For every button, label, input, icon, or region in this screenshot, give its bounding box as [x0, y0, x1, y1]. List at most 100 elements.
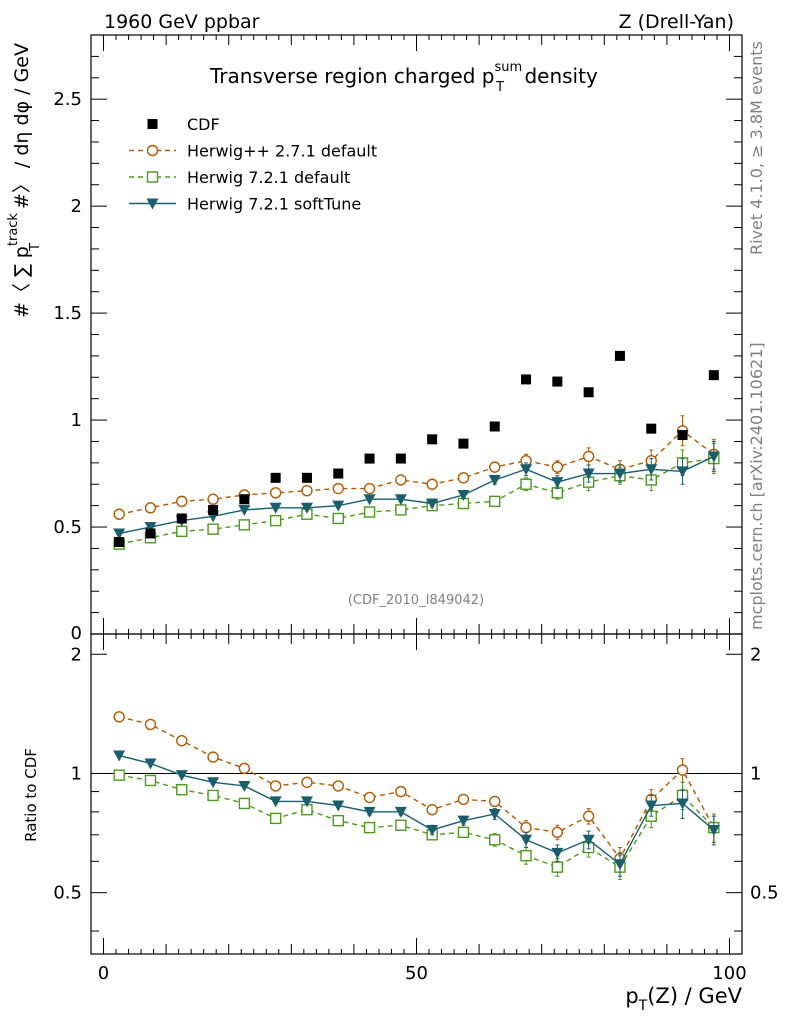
title-subscript: T [495, 80, 504, 95]
ratio-herwig-7-2-1-default-point [395, 819, 407, 831]
ratio-herwig-2-7-1-default-point [113, 711, 125, 723]
ratio-y-tick-label-right: 2 [750, 644, 761, 665]
ratio-herwig-7-2-1-default-point [144, 774, 157, 787]
ratio-herwig-7-2-1-softtune-point [426, 824, 439, 836]
herwig-7-2-1-softtune-point [488, 474, 501, 486]
ratio-herwig-7-2-1-softtune-point [332, 800, 345, 812]
ratio-herwig-7-2-1-softtune-point [676, 798, 689, 810]
cdf-point [521, 374, 532, 385]
ratio-herwig-7-2-1-softtune-point [363, 806, 376, 818]
ratio-herwig-2-7-1-default-point [207, 751, 219, 763]
ratio-herwig-2-7-1-default-point [176, 734, 188, 747]
energy-label: 1960 GeV ppbar [104, 11, 260, 33]
herwig-7-2-1-softtune-point [457, 489, 470, 501]
herwig-2-7-1-default-point [426, 478, 438, 490]
xlabel-main: p [625, 984, 638, 1008]
cdf-point [614, 350, 625, 361]
ratio-herwig-7-2-1-softtune-point [707, 824, 720, 836]
legend-marker-herwig-7-2-1-default [146, 171, 159, 183]
ratio-herwig-7-2-1-softtune-point [394, 806, 407, 818]
ratio-herwig-7-2-1-softtune-point [175, 770, 188, 782]
herwig-7-2-1-softtune-point [707, 451, 720, 463]
herwig-7-2-1-default-point [238, 519, 251, 531]
ratio-herwig-7-2-1-default-point [551, 861, 564, 873]
herwig-7-2-1-softtune-point [144, 522, 157, 534]
title-main: Transverse region charged p [209, 64, 494, 88]
ratio-herwig-7-2-1-softtune-point [488, 808, 501, 820]
herwig-2-7-1-default-point [207, 493, 219, 505]
herwig-7-2-1-softtune-line [119, 455, 715, 535]
herwig-7-2-1-default-point [489, 495, 501, 508]
ratio-herwig-7-2-1-softtune-point [551, 847, 564, 859]
ratio-herwig-2-7-1-default-point [395, 785, 407, 798]
legend-marker-herwig-7-2-1-softtune [146, 198, 159, 210]
cdf-point [176, 513, 187, 524]
herwig-7-2-1-default-point [269, 514, 282, 527]
herwig-2-7-1-default-point [363, 482, 376, 495]
cdf-point [270, 472, 281, 483]
cdf-point [677, 430, 688, 441]
cdf-point [552, 376, 563, 387]
herwig-2-7-1-default-point [113, 508, 125, 520]
legend-label-herwig-7-2-1-default: Herwig 7.2.1 default [187, 168, 350, 187]
ratio-herwig-2-7-1-default-line [119, 716, 715, 860]
ratio-herwig-2-7-1-default-point [582, 810, 595, 822]
cdf-point [114, 537, 125, 548]
ratio-herwig-7-2-1-softtune-point [300, 796, 313, 808]
herwig-2-7-1-default-point [301, 484, 313, 497]
ratio-herwig-7-2-1-default-point [332, 814, 344, 827]
ratio-herwig-2-7-1-default-point [426, 803, 438, 816]
herwig-7-2-1-default-point [551, 487, 564, 499]
legend-label-herwig-7-2-1-softtune: Herwig 7.2.1 softTune [187, 195, 361, 214]
ratio-herwig-2-7-1-default-point [489, 795, 501, 808]
herwig-7-2-1-default-point [332, 512, 344, 525]
ratio-herwig-7-2-1-softtune-point [207, 777, 220, 789]
ratio-herwig-7-2-1-softtune-point [520, 834, 533, 846]
ratio-herwig-7-2-1-softtune-point [144, 758, 157, 770]
ylabel-sup: track [6, 213, 21, 247]
ratio-herwig-7-2-1-default-point [207, 789, 219, 802]
cdf-point [395, 453, 406, 464]
herwig-2-7-1-default-point [551, 461, 564, 473]
rivet-info: Rivet 4.1.0, ≥ 3.8M events [747, 41, 766, 255]
herwig-7-2-1-default-point [207, 523, 219, 535]
ratio-herwig-2-7-1-default-point [363, 791, 376, 804]
herwig-7-2-1-softtune-point [394, 494, 407, 506]
x-tick-label: 0 [98, 963, 109, 984]
ratio-y-axis-label: Ratio to CDF [22, 748, 40, 842]
ratio-herwig-7-2-1-default-point [238, 797, 251, 810]
legend-label-herwig-2-7-1-default: Herwig++ 2.7.1 default [187, 142, 377, 161]
cdf-point [364, 453, 375, 464]
ratio-plot-frame [90, 633, 743, 955]
ratio-herwig-7-2-1-softtune-line [118, 754, 715, 866]
xlabel-end: (Z) / GeV [647, 984, 742, 1008]
herwig-7-2-1-softtune-point [363, 494, 376, 506]
herwig-7-2-1-softtune-point [269, 502, 282, 514]
ylabel-end: #〉 / dη dφ / GeV [11, 43, 33, 215]
herwig-7-2-1-default-point [520, 478, 532, 490]
x-axis-label: pT(Z) / GeV [625, 984, 742, 1014]
ratio-herwig-7-2-1-default-point [457, 826, 470, 839]
cdf-point [208, 504, 219, 515]
herwig-7-2-1-softtune-point [238, 504, 251, 516]
ratio-herwig-7-2-1-softtune-point [238, 780, 251, 792]
y-tick-label: 1.5 [53, 303, 82, 324]
ratio-herwig-7-2-1-default-point [489, 834, 501, 846]
ratio-herwig-7-2-1-softtune-point [613, 859, 626, 871]
cdf-point [333, 468, 344, 479]
ratio-herwig-2-7-1-default-point [238, 762, 251, 775]
cdf-point [239, 494, 250, 505]
ratio-herwig-2-7-1-default-point [520, 821, 532, 834]
ylabel-sub: T [28, 243, 43, 252]
ratio-herwig-2-7-1-default-point [551, 826, 564, 839]
y-tick-label: 2.5 [53, 89, 82, 110]
x-tick-label: 50 [405, 963, 428, 984]
herwig-7-2-1-default-point [176, 525, 188, 538]
ratio-herwig-7-2-1-softtune-point [113, 750, 126, 762]
herwig-2-7-1-default-point [457, 472, 470, 484]
y-tick-label-zero: 0 [71, 623, 82, 644]
y-tick-label: 0.5 [53, 517, 82, 538]
herwig-7-2-1-softtune-point [300, 502, 313, 514]
herwig-2-7-1-default-point [332, 482, 344, 495]
